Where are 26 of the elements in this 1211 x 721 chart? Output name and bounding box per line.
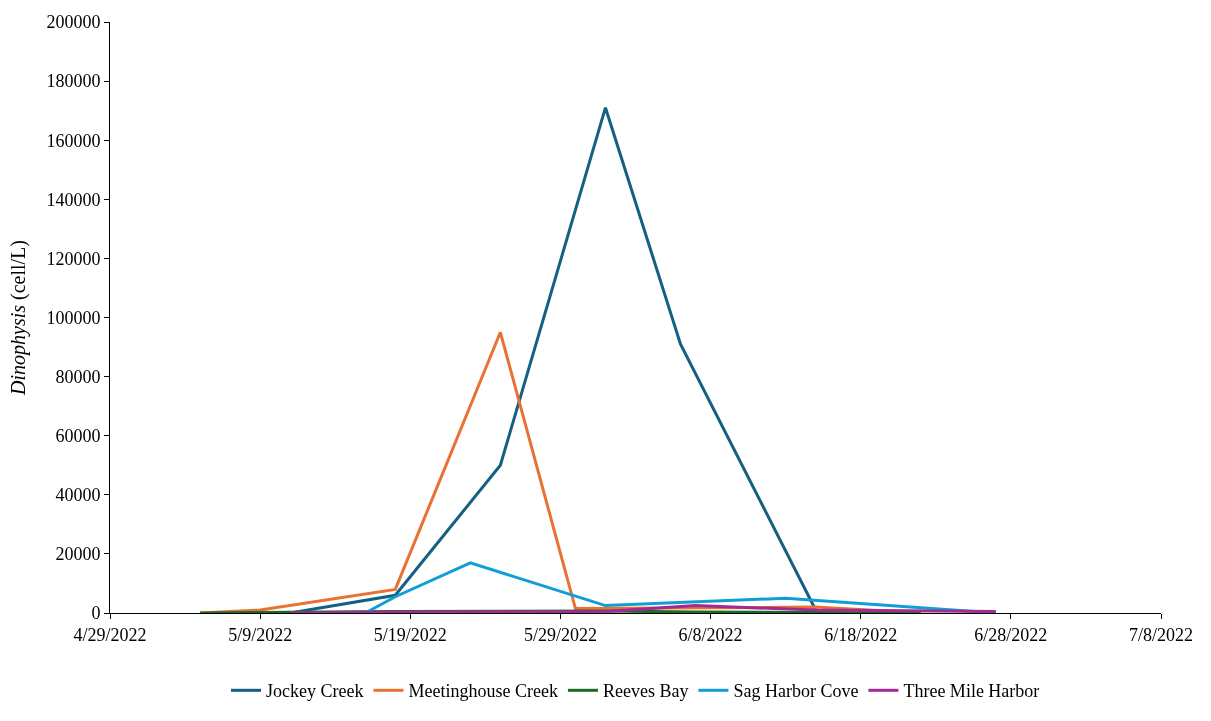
y-tick-label: 140000 xyxy=(46,189,101,210)
legend-label: Three Mile Harbor xyxy=(903,681,1040,702)
y-tick-label: 80000 xyxy=(55,366,101,387)
y-tick-label: 100000 xyxy=(46,307,101,328)
y-tick-label: 180000 xyxy=(46,71,101,92)
x-tick-label: 5/29/2022 xyxy=(523,624,597,645)
x-tick-label: 6/28/2022 xyxy=(974,624,1048,645)
y-tick-label: 200000 xyxy=(46,12,101,33)
line-series xyxy=(288,604,998,613)
legend-label: Sag Harbor Cove xyxy=(733,681,859,702)
legend-label: Meetinghouse Creek xyxy=(408,681,558,702)
y-tick-label: 0 xyxy=(91,603,101,624)
y-tick-label: 40000 xyxy=(55,485,101,506)
x-tick-label: 4/29/2022 xyxy=(73,624,147,645)
y-tick-label: 20000 xyxy=(55,544,101,565)
x-tick-label: 7/8/2022 xyxy=(1128,624,1194,645)
y-axis-title: Dinophysis (cell/L) xyxy=(6,240,30,396)
x-tick-label: 6/18/2022 xyxy=(824,624,898,645)
y-tick-label: 120000 xyxy=(46,248,101,269)
y-tick-label: 60000 xyxy=(55,426,101,446)
y-tick-label: 160000 xyxy=(46,130,101,151)
legend-label: Reeves Bay xyxy=(602,681,689,702)
legend-label: Jockey Creek xyxy=(266,681,364,702)
x-tick-label: 5/9/2022 xyxy=(228,624,293,645)
x-tick-label: 6/8/2022 xyxy=(678,624,743,645)
x-tick-label: 5/19/2022 xyxy=(373,624,447,645)
